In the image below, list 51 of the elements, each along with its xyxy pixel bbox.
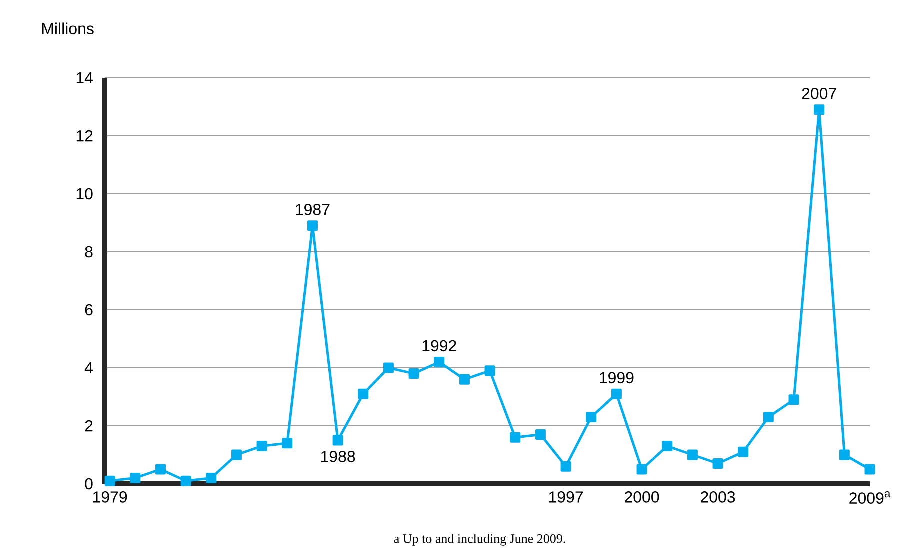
x-tick-label: 2009$^{a}$	[850, 492, 891, 504]
point	[712, 458, 724, 469]
point	[864, 464, 876, 475]
point	[510, 432, 521, 443]
x-tick-label: 2000	[625, 492, 660, 503]
point	[180, 476, 192, 486]
y-axis-title: Millions	[42, 22, 94, 34]
x-tick-label: 1997	[549, 492, 584, 503]
point	[687, 450, 698, 460]
point	[206, 472, 217, 484]
annotation: 1992	[422, 340, 456, 352]
point	[788, 394, 800, 406]
x-tick-label: 1979	[93, 492, 128, 503]
y-tick-label: 6	[85, 304, 93, 316]
annotation: 1987	[296, 204, 330, 216]
point	[611, 388, 622, 400]
point	[155, 464, 166, 475]
point	[130, 472, 141, 484]
y-tick-label: 8	[85, 246, 93, 258]
text: a Up to and including June 2009.	[394, 534, 566, 546]
point	[738, 446, 749, 458]
point	[358, 388, 369, 400]
x-tick-label: 2003	[701, 492, 736, 503]
point	[104, 476, 116, 486]
point	[434, 356, 445, 368]
point	[459, 374, 470, 385]
point	[662, 441, 673, 452]
point	[484, 366, 496, 376]
point	[282, 438, 293, 449]
point	[814, 104, 825, 116]
annotation: 1988	[321, 451, 356, 462]
point	[560, 461, 572, 472]
point	[839, 450, 850, 460]
point	[256, 441, 268, 452]
y-tick-label: 4	[84, 362, 93, 374]
y-tick-label: 14	[76, 72, 93, 84]
point	[636, 464, 648, 475]
point	[586, 412, 597, 423]
annotation: 2007	[802, 88, 836, 100]
y-tick-label: 2	[85, 420, 93, 432]
point	[408, 368, 420, 380]
point	[383, 362, 394, 374]
y-tick-label: 10	[76, 188, 93, 200]
y-tick-label: 12	[76, 130, 93, 142]
point	[307, 220, 318, 232]
point	[535, 429, 546, 440]
point	[332, 435, 344, 446]
point	[231, 450, 242, 460]
point	[763, 412, 774, 423]
annotation: 1999	[600, 372, 634, 384]
y-tick-label: 0	[85, 478, 93, 490]
